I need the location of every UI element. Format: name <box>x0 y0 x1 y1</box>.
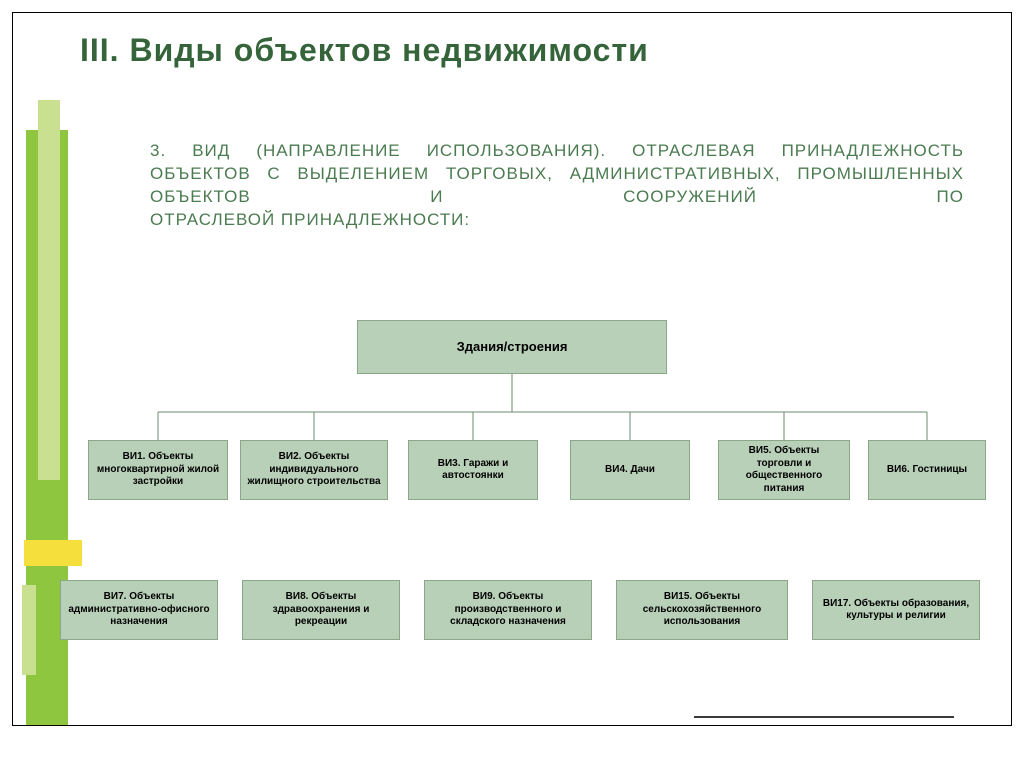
root-node: Здания/строения <box>357 320 667 374</box>
tree-node: ВИ9. Объекты производственного и складск… <box>424 580 592 640</box>
connector-lines <box>30 320 994 708</box>
tree-node: ВИ3. Гаражи и автостоянки <box>408 440 538 500</box>
tree-node: ВИ4. Дачи <box>570 440 690 500</box>
slide: III. Виды объектов недвижимости 3. ВИД (… <box>0 0 1024 768</box>
tree-node: ВИ2. Объекты индивидуального жилищного с… <box>240 440 388 500</box>
footer-rule <box>694 716 954 718</box>
tree-node: ВИ15. Объекты сельскохозяйственного испо… <box>616 580 788 640</box>
tree-node: ВИ8. Объекты здравоохранения и рекреации <box>242 580 400 640</box>
tree-node: ВИ6. Гостиницы <box>868 440 986 500</box>
slide-title: III. Виды объектов недвижимости <box>80 32 994 69</box>
body-text: 3. ВИД (НАПРАВЛЕНИЕ ИСПОЛЬЗОВАНИЯ). ОТРА… <box>150 140 964 232</box>
tree-node: ВИ1. Объекты многоквартирной жилой застр… <box>88 440 228 500</box>
tree-node: ВИ7. Объекты административно-офисного на… <box>60 580 218 640</box>
tree-node: ВИ17. Объекты образования, культуры и ре… <box>812 580 980 640</box>
tree-node: ВИ5. Объекты торговли и общественного пи… <box>718 440 850 500</box>
body-text-last: ОТРАСЛЕВОЙ ПРИНАДЛЕЖНОСТИ: <box>150 209 964 232</box>
org-chart: Здания/строения ВИ1. Объекты многокварти… <box>30 320 994 708</box>
body-text-main: 3. ВИД (НАПРАВЛЕНИЕ ИСПОЛЬЗОВАНИЯ). ОТРА… <box>150 141 964 206</box>
